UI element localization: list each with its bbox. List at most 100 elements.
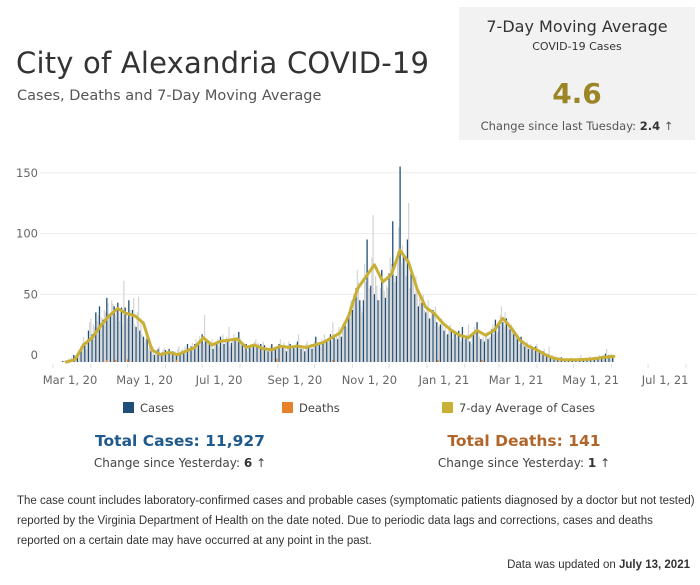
case-bar [462,336,465,362]
case-bar [196,347,198,362]
case-bar [181,348,184,362]
case-bar [280,345,283,362]
case-bar [184,346,186,362]
case-bar [273,347,275,362]
case-bar [477,329,479,362]
case-bar [218,346,220,362]
case-bar [111,300,113,362]
case-bar [131,309,134,362]
x-tick-label: Jul 1, 20 [195,373,243,387]
case-bar [431,312,433,362]
update-stamp: Data was updated on July 13, 2021 [507,559,690,571]
case-bar [157,348,159,362]
case-bar [191,342,193,362]
case-bar [277,346,279,362]
case-bar [509,329,511,362]
legend-deaths[interactable]: Deaths [282,401,340,415]
x-tick-label: Mar 1, 20 [43,373,98,387]
case-bar [436,322,438,362]
case-bar [344,322,346,362]
case-bar [268,348,270,362]
case-bar [289,343,291,362]
case-bar [376,285,378,362]
case-bar [170,354,173,362]
case-bar [262,341,264,362]
case-bar [427,300,429,362]
case-bar [190,346,192,362]
case-bar [276,348,278,362]
case-bar [493,334,495,362]
case-bar [365,282,367,362]
death-bar [106,359,108,362]
case-bar [199,336,201,362]
case-bar [192,350,195,362]
arrow-up-icon: ↑ [600,456,611,470]
case-bar [265,347,267,362]
case-bar [274,348,277,362]
case-bar [329,334,332,362]
case-bar [416,288,418,362]
case-bar [260,343,262,362]
case-bar [279,339,281,362]
case-bar [500,306,503,362]
case-bar [544,354,547,362]
case-bar [194,343,196,362]
case-bar [432,309,434,362]
case-bar [146,334,148,362]
case-bar [345,326,347,362]
case-bar [355,288,357,362]
y-tick-label: 0 [31,348,38,362]
case-bar [247,347,250,362]
case-bar [169,352,171,362]
case-bar [183,351,185,362]
case-bar [118,320,120,362]
case-bar [113,306,115,362]
case-bar [453,329,455,362]
case-bar [107,302,109,362]
case-bar [162,350,164,362]
x-tick-label: Mar 1, 21 [489,373,544,387]
death-bars [106,358,483,362]
case-bar [417,306,420,362]
case-bar [318,342,321,362]
case-bar [605,348,608,362]
case-bar [481,339,483,362]
case-bar [108,318,110,362]
case-bar [455,336,457,362]
case-bar [337,339,339,362]
case-bar [521,339,523,362]
kpi-title: 7-Day Moving Average [486,17,668,36]
case-bar [389,257,391,362]
case-bar [334,339,336,362]
case-bar [450,330,453,362]
legend-average[interactable]: 7-day Average of Cases [442,401,595,415]
x-tick-label: Nov 1, 20 [342,373,397,387]
case-bar [406,239,409,362]
case-bar [373,294,376,362]
case-bar [392,221,394,362]
case-bar [145,339,147,362]
case-bar [458,330,460,362]
case-bar [343,329,345,362]
case-bar [197,341,200,362]
case-bar [122,324,124,362]
case-bar [368,288,371,362]
case-bar [291,346,294,362]
case-bar [505,318,508,362]
legend-cases[interactable]: Cases [123,401,174,415]
case-bar [100,324,102,362]
case-bar [233,334,235,362]
case-bar [494,319,497,362]
case-bar [241,342,244,362]
case-bar [142,336,145,362]
case-bar [340,336,343,362]
case-bar [81,342,83,362]
x-tick-label: Jul 1, 21 [641,373,689,387]
case-bar [207,341,209,362]
case-bar [211,339,213,362]
case-bar [386,285,388,362]
case-bar [350,300,352,362]
kpi-change-value: 2.4 [639,119,661,133]
case-bar [133,297,135,362]
case-bar [370,285,372,362]
